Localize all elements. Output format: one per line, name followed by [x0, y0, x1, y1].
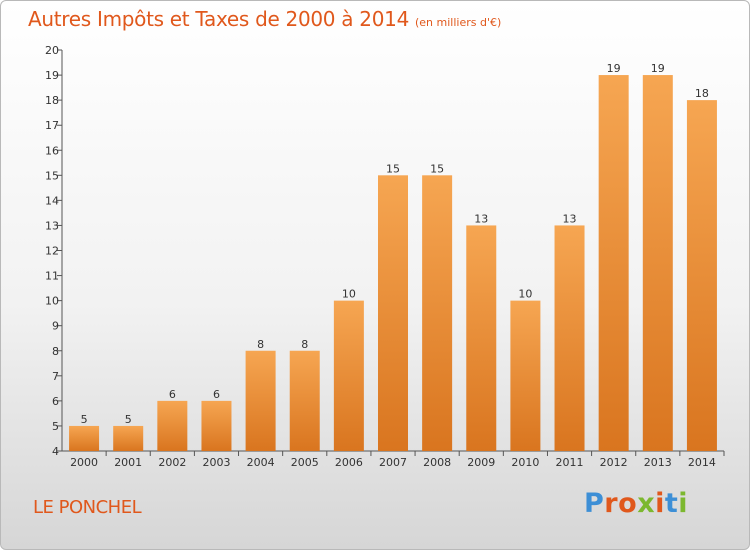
logo-letter: t [664, 488, 679, 519]
bar-value-label: 19 [607, 62, 621, 75]
bar [69, 425, 100, 451]
bar [642, 75, 673, 451]
y-tick-label: 5 [52, 420, 59, 433]
y-tick-label: 4 [52, 445, 59, 458]
bar-value-label: 8 [257, 338, 264, 351]
y-tick-label: 12 [45, 245, 59, 258]
commune-name: LE PONCHEL [33, 497, 142, 518]
y-tick-label: 10 [45, 295, 59, 308]
x-tick-label: 2014 [688, 456, 716, 469]
x-tick-label: 2000 [70, 456, 98, 469]
bar-value-label: 13 [474, 212, 488, 225]
bar-value-label: 6 [169, 388, 176, 401]
logo-letter: r [604, 488, 619, 519]
y-tick-label: 15 [45, 169, 59, 182]
bar-value-label: 19 [651, 62, 665, 75]
bar-value-label: 15 [430, 162, 444, 175]
bar [333, 300, 364, 451]
bar-value-label: 18 [695, 87, 709, 100]
y-tick-label: 8 [52, 345, 59, 358]
y-tick-label: 6 [52, 395, 59, 408]
x-tick-label: 2011 [556, 456, 584, 469]
bar [157, 400, 188, 451]
y-tick-label: 17 [45, 119, 59, 132]
proxiti-logo[interactable]: Proxiti [584, 488, 688, 519]
x-tick-label: 2006 [335, 456, 363, 469]
y-tick-label: 18 [45, 94, 59, 107]
y-tick-label: 19 [45, 69, 59, 82]
logo-letter: i [655, 488, 665, 519]
bar-value-label: 8 [301, 338, 308, 351]
logo-letter: i [678, 488, 689, 519]
bar [422, 175, 453, 451]
logo-letter: o [618, 488, 638, 519]
x-tick-label: 2008 [423, 456, 451, 469]
bar [245, 350, 276, 451]
bar [598, 75, 629, 451]
bar [201, 400, 232, 451]
x-tick-label: 2012 [600, 456, 628, 469]
bar [378, 175, 408, 451]
bar [289, 350, 320, 451]
axes: 4 5 6 7 8 9 10 11 12 13 14 15 16 17 18 19 20 2000 2001 2002… [45, 44, 725, 469]
bar [510, 300, 541, 451]
bar-value-label: 13 [563, 212, 577, 225]
y-tick-label: 13 [45, 219, 59, 232]
bar-value-label: 6 [213, 388, 220, 401]
bar-value-label: 10 [518, 288, 532, 301]
x-tick-label: 2005 [291, 456, 319, 469]
y-tick-label: 7 [52, 370, 59, 383]
bar [113, 425, 144, 451]
chart-unit: (en milliers d'€) [415, 16, 502, 29]
y-tick-label: 11 [45, 270, 59, 283]
x-tick-label: 2007 [379, 456, 407, 469]
bar [686, 100, 717, 451]
x-tick-label: 2004 [247, 456, 275, 469]
bar-value-label: 5 [125, 413, 132, 426]
x-tick-label: 2002 [158, 456, 186, 469]
bar-value-label: 15 [386, 162, 400, 175]
logo-letter: P [584, 488, 605, 519]
x-tick-label: 2010 [511, 456, 539, 469]
chart-title-text: Autres Impôts et Taxes de 2000 à 2014 [28, 7, 409, 31]
x-tick-label: 2009 [467, 456, 495, 469]
x-tick-label: 2003 [202, 456, 230, 469]
y-tick-label: 14 [45, 194, 59, 207]
y-tick-label: 9 [52, 320, 59, 333]
chart-title: Autres Impôts et Taxes de 2000 à 2014 (en… [28, 7, 501, 31]
bar-value-label: 5 [81, 413, 88, 426]
bar-value-label: 10 [342, 288, 356, 301]
x-tick-label: 2013 [644, 456, 672, 469]
logo-letter: x [637, 488, 656, 519]
y-tick-label: 20 [45, 44, 59, 57]
bars: 5 5 6 6 8 8 10 15 15 13 10 13 19 19 18 [69, 62, 717, 451]
bar [466, 225, 497, 451]
bar [554, 225, 585, 451]
y-tick-label: 16 [45, 144, 59, 157]
x-tick-label: 2001 [114, 456, 142, 469]
